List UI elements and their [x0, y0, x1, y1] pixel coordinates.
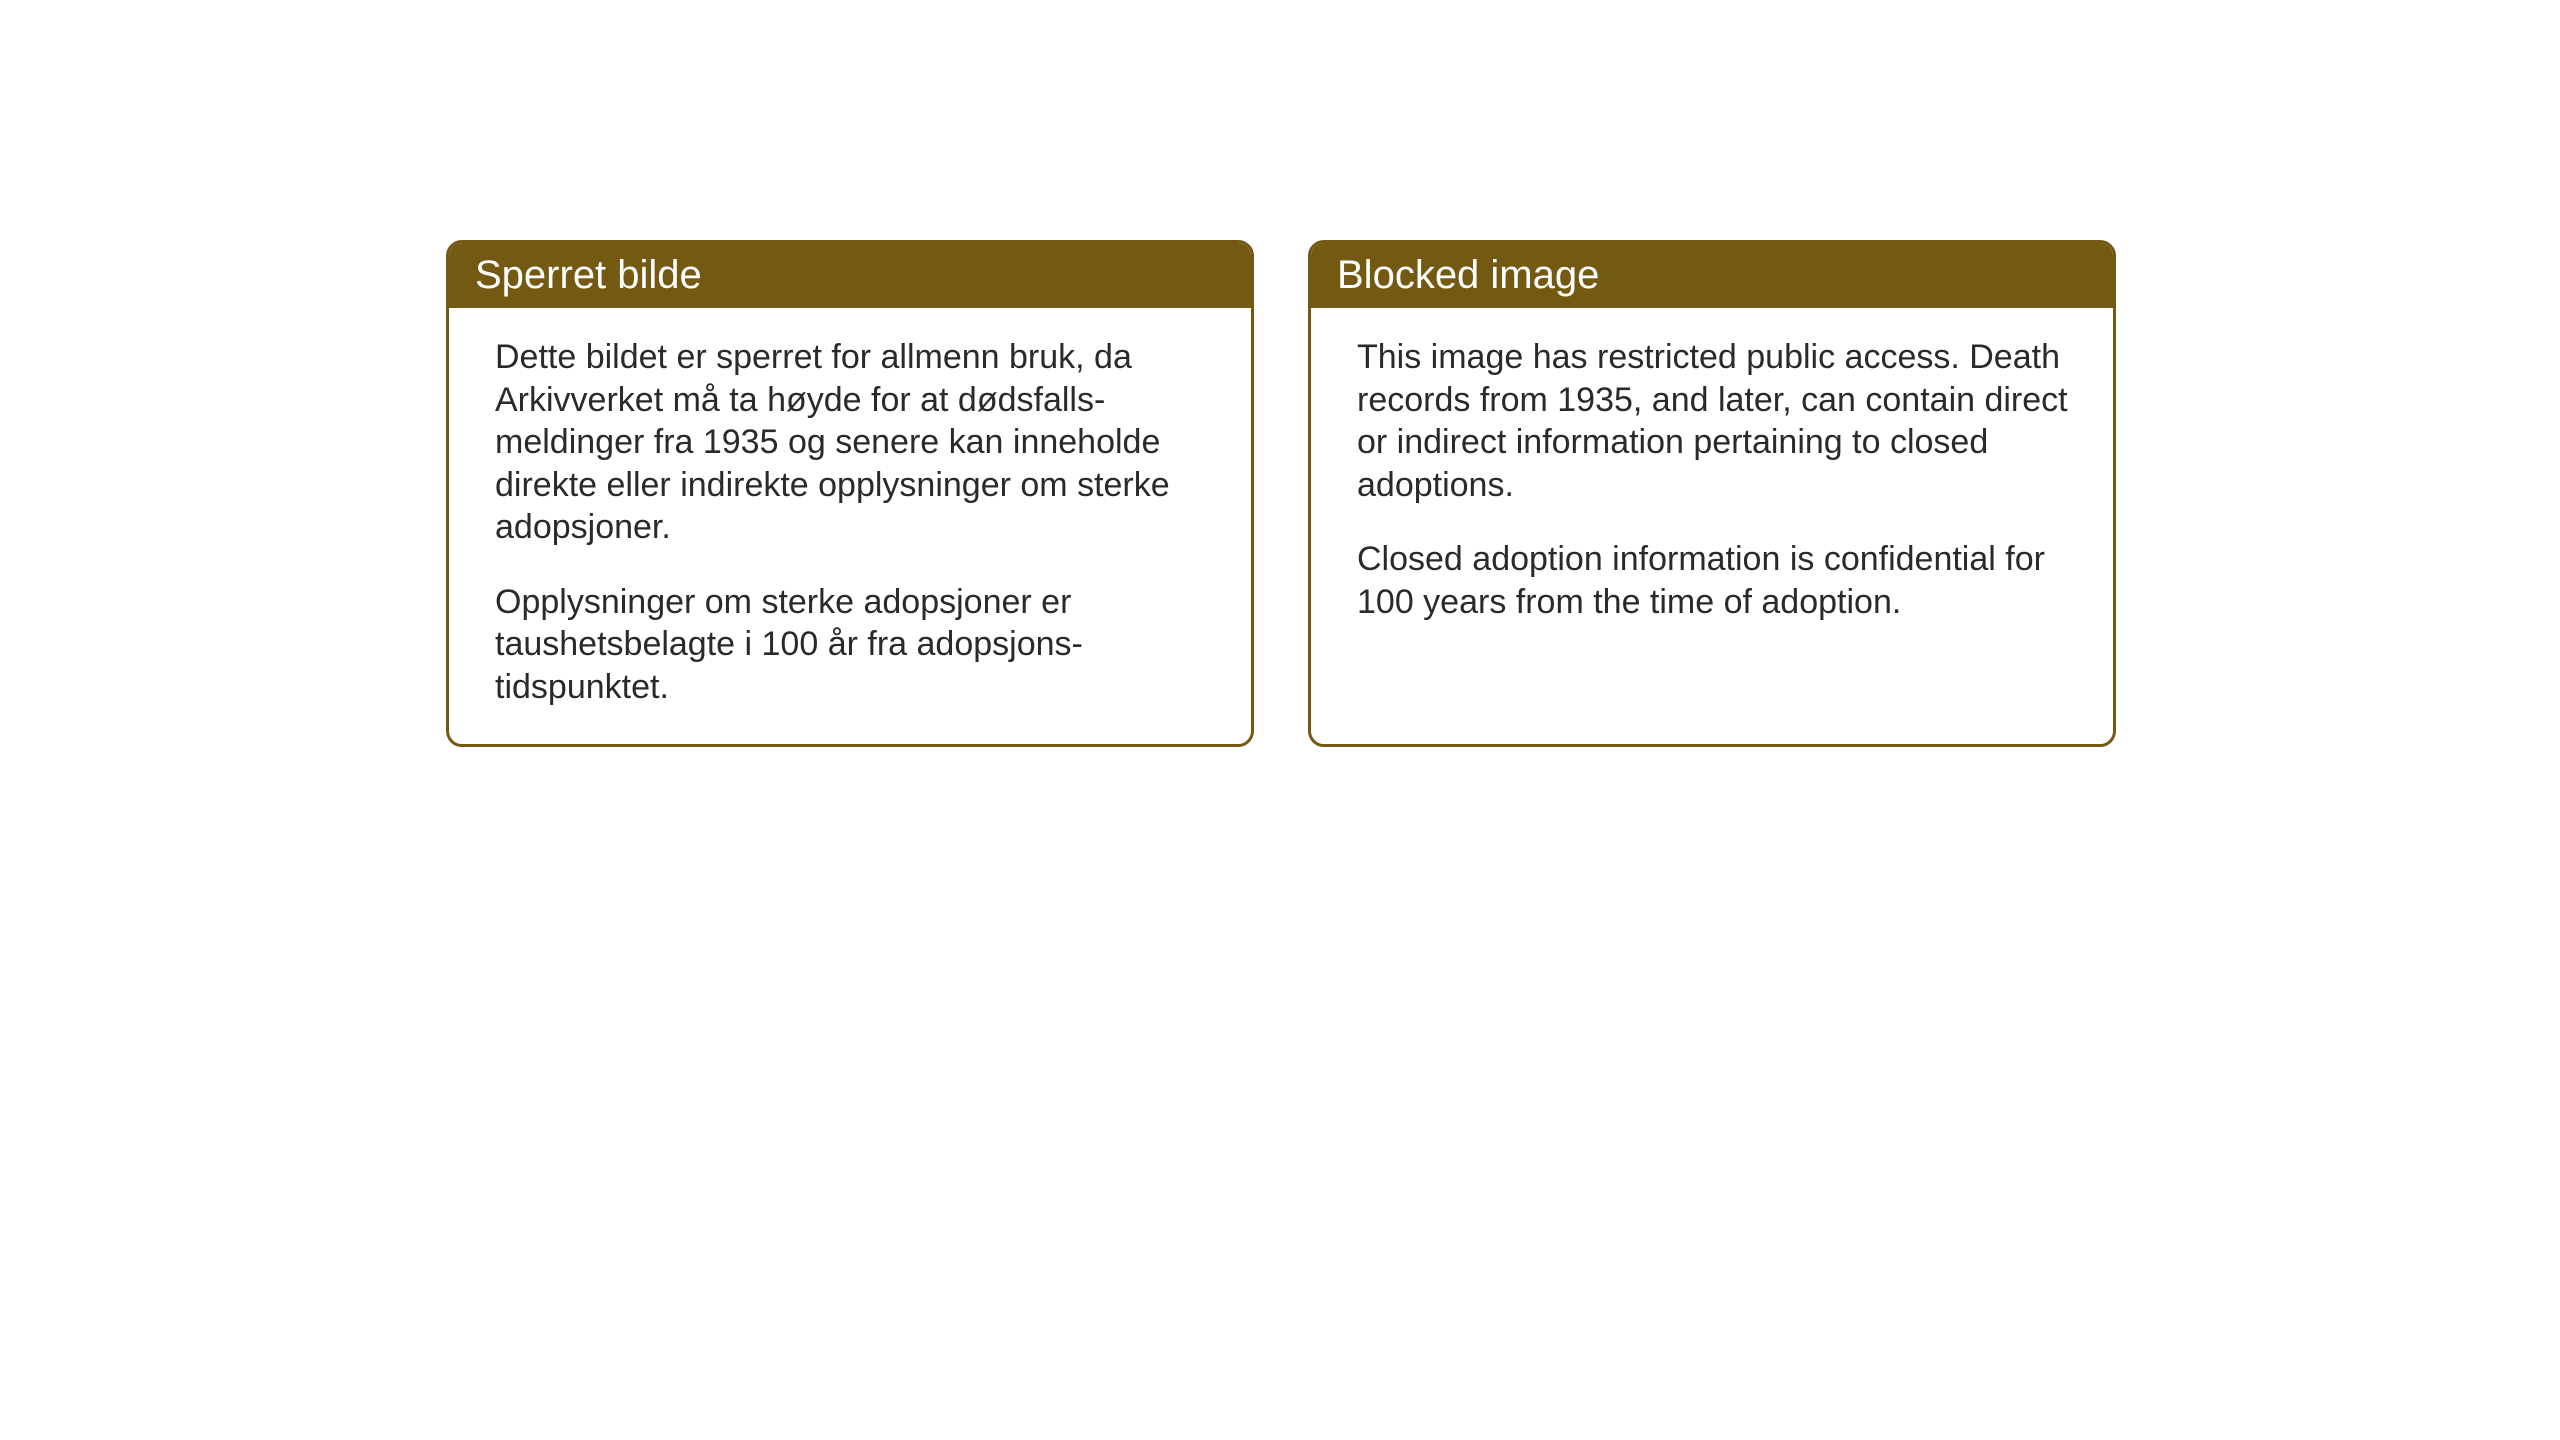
card-paragraph: This image has restricted public access.… — [1357, 336, 2073, 506]
card-paragraph: Opplysninger om sterke adopsjoner er tau… — [495, 581, 1211, 709]
card-body: This image has restricted public access.… — [1311, 308, 2113, 659]
card-header: Blocked image — [1311, 243, 2113, 308]
notice-card-norwegian: Sperret bilde Dette bildet er sperret fo… — [446, 240, 1254, 747]
card-paragraph: Closed adoption information is confident… — [1357, 538, 2073, 623]
notice-cards-container: Sperret bilde Dette bildet er sperret fo… — [446, 240, 2560, 747]
notice-card-english: Blocked image This image has restricted … — [1308, 240, 2116, 747]
card-paragraph: Dette bildet er sperret for allmenn bruk… — [495, 336, 1211, 549]
card-body: Dette bildet er sperret for allmenn bruk… — [449, 308, 1251, 744]
card-header: Sperret bilde — [449, 243, 1251, 308]
card-title: Sperret bilde — [475, 253, 702, 297]
card-title: Blocked image — [1337, 253, 1599, 297]
